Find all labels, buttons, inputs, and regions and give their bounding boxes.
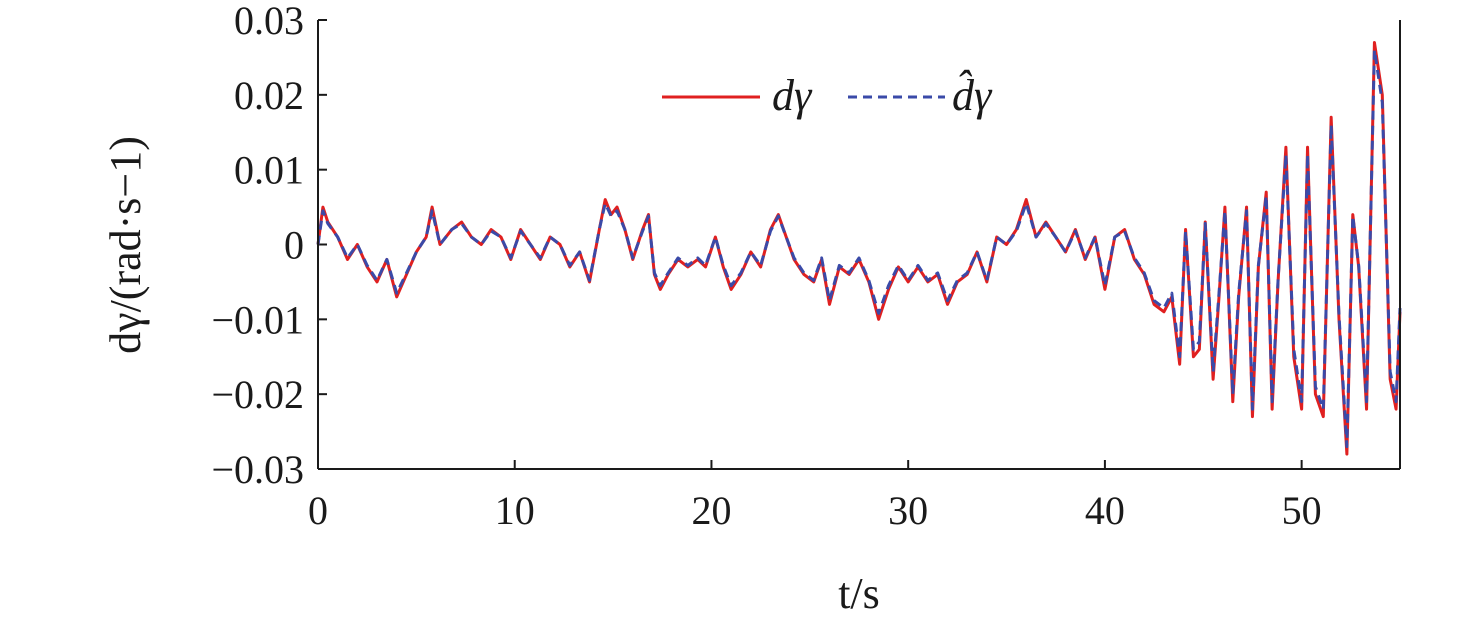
plot-frame	[317, 20, 1401, 470]
x-tick-label: 0	[308, 488, 328, 533]
y-axis-ticks: 0.03 0.02 0.01 0 −0.01 −0.02 −0.03	[211, 0, 327, 492]
y-tick-label: 0.03	[234, 0, 304, 43]
y-tick-label: −0.02	[211, 372, 304, 417]
series-line-2	[316, 48, 1402, 449]
series-layer	[316, 40, 1402, 456]
x-axis-ticks: 0 10 20 30 40 50	[308, 460, 1322, 533]
y-tick-label: 0	[284, 223, 304, 268]
legend: dγ d̂γ	[662, 70, 993, 120]
y-tick-label: −0.03	[211, 447, 304, 492]
legend-label-series-1: dγ	[772, 71, 813, 120]
y-axis-label: dγ/(rad·s−1)	[101, 136, 150, 354]
x-tick-label: 20	[691, 488, 731, 533]
x-tick-label: 30	[888, 488, 928, 533]
x-axis-label: t/s	[838, 569, 880, 618]
y-tick-label: 0.01	[234, 148, 304, 193]
x-tick-label: 40	[1085, 488, 1125, 533]
x-tick-label: 50	[1282, 488, 1322, 533]
x-tick-label: 10	[495, 488, 535, 533]
series-line-1	[316, 40, 1402, 456]
y-tick-label: −0.01	[211, 297, 304, 342]
y-tick-label: 0.02	[234, 73, 304, 118]
legend-label-series-2: d̂γ	[952, 70, 993, 120]
